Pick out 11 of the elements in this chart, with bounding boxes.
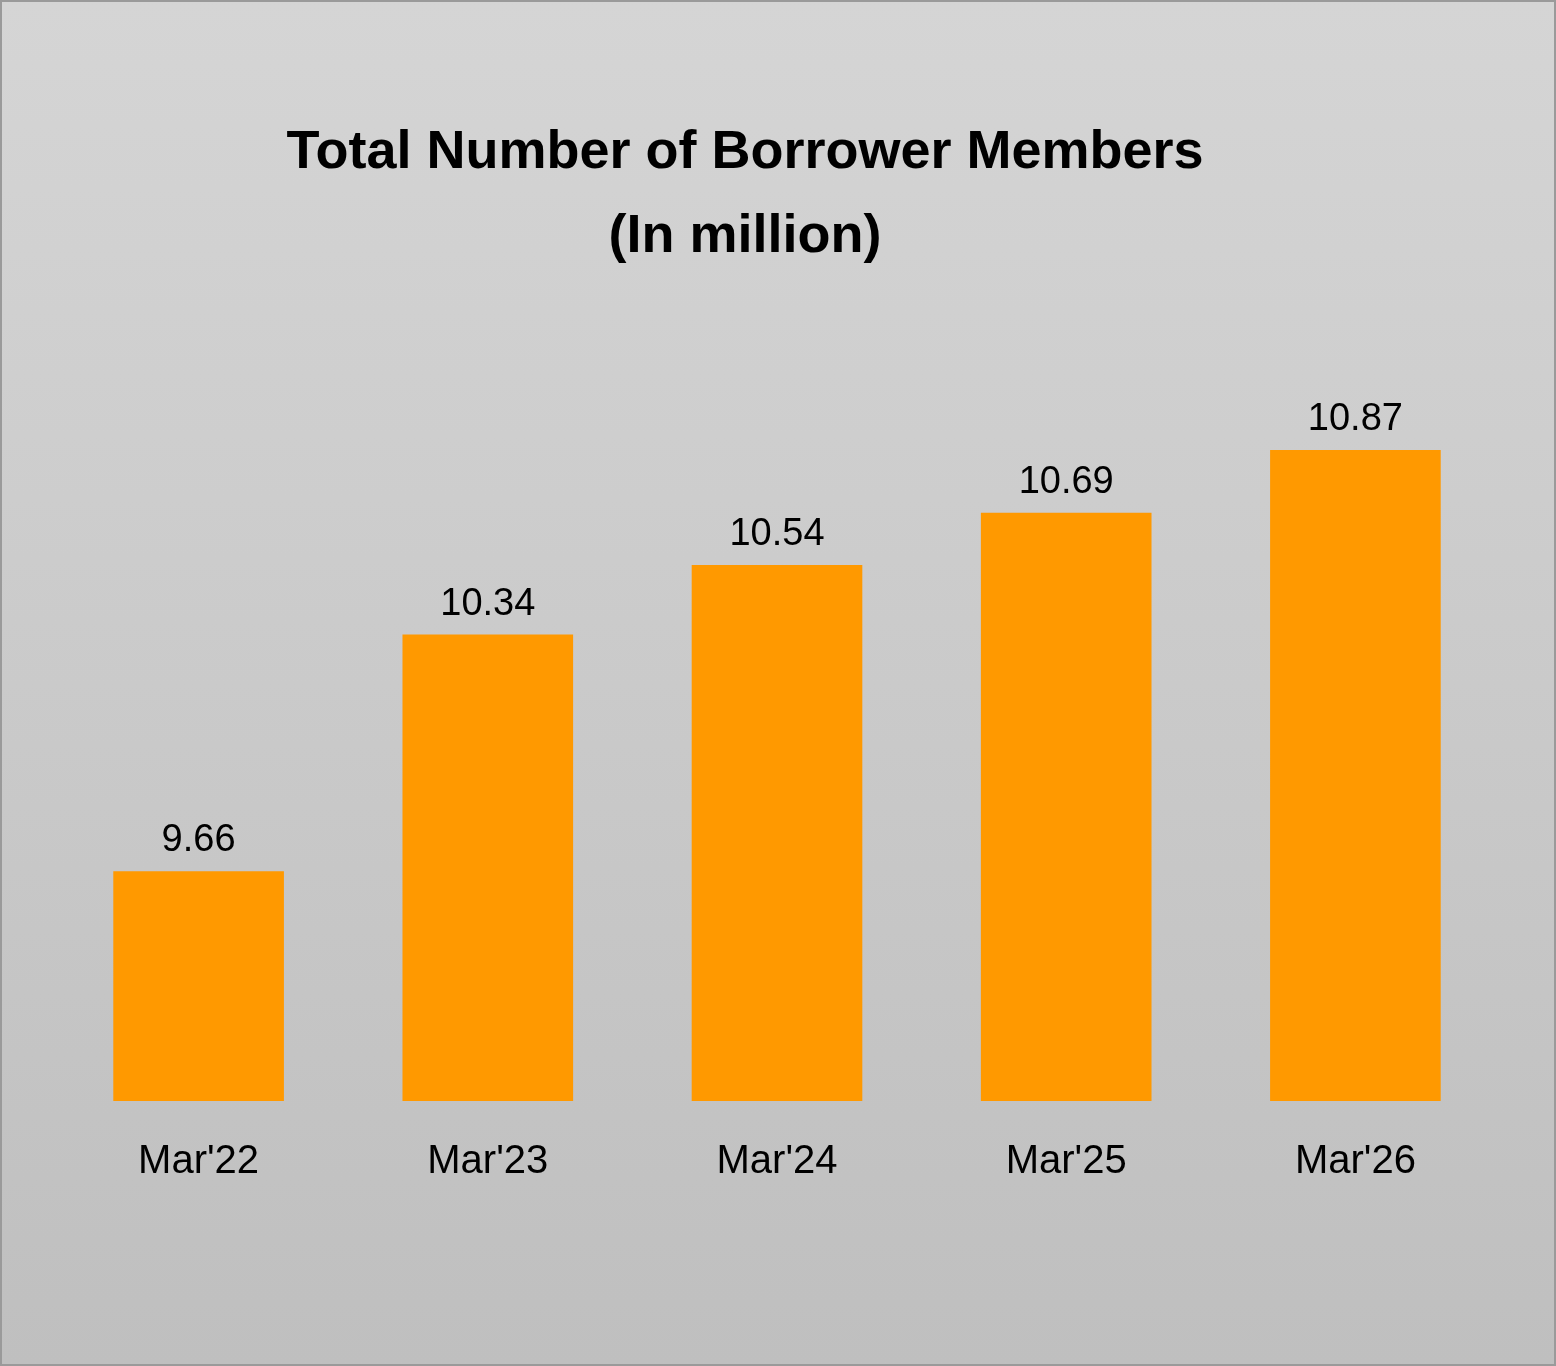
data-label: 10.69	[1018, 458, 1114, 501]
data-label: 10.34	[440, 580, 536, 623]
x-tick-label: Mar'22	[138, 1137, 260, 1181]
chart-title: Total Number of Borrower Members (In million)	[286, 119, 1204, 263]
data-label: 10.87	[1307, 396, 1403, 438]
data-label: 10.54	[729, 510, 825, 553]
x-tick-label: Mar'23	[427, 1137, 549, 1181]
data-label: 9.66	[161, 817, 236, 860]
x-tick-label: Mar'26	[1294, 1137, 1416, 1181]
x-tick-label: Mar'24	[716, 1137, 838, 1181]
x-tick-label: Mar'25	[1005, 1137, 1127, 1181]
